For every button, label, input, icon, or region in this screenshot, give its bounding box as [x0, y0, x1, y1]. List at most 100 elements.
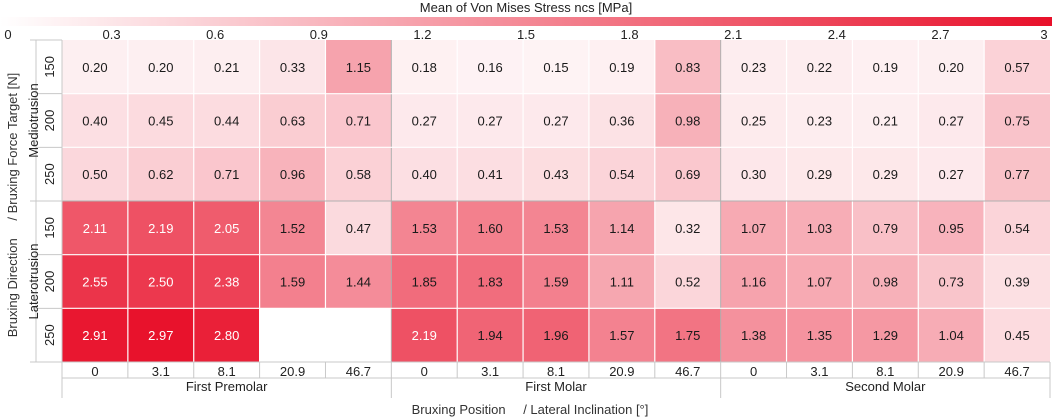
- colorbar-tick-label: 2.7: [931, 27, 949, 42]
- heatmap-cell: [523, 308, 589, 362]
- heatmap-cell: [654, 308, 721, 362]
- x-group-label: First Molar: [525, 379, 587, 394]
- heatmap-cell: [391, 254, 458, 309]
- cell-value-label: 0.29: [873, 167, 898, 182]
- heatmap-cell: [259, 201, 326, 255]
- heatmap-cell: [391, 147, 458, 201]
- y-group-label: Laterotrusion: [26, 244, 41, 320]
- heatmap-cell: [918, 308, 985, 362]
- heatmap-cell-empty: [325, 308, 392, 362]
- heatmap-cell: [918, 40, 985, 94]
- y-axis-title-part1: Bruxing Direction: [5, 238, 20, 337]
- cell-value-label: 1.52: [280, 221, 305, 236]
- cell-value-label: 2.19: [148, 221, 173, 236]
- cell-value-label: 1.11: [610, 275, 634, 290]
- cell-value-label: 0.71: [346, 114, 371, 129]
- cell-value-label: 1.44: [346, 275, 371, 290]
- heatmap-cell: [654, 93, 721, 148]
- x-axis-title: Bruxing Position / Lateral Inclination […: [412, 402, 649, 417]
- heatmap-cell: [852, 93, 919, 148]
- heatmap-cell: [193, 93, 260, 148]
- y-tick-label: 250: [42, 324, 57, 346]
- cell-value-label: 2.50: [148, 275, 173, 290]
- heatmap-cells: 0.20 0.20 0.21 0.33 1.15 0.18 0.16 0.15 0.19 0.83…: [62, 40, 1050, 362]
- cell-value-label: 1.16: [741, 275, 766, 290]
- heatmap-cell: [391, 93, 458, 148]
- heatmap-cell: [193, 201, 260, 255]
- cell-value-label: 0.27: [543, 114, 568, 129]
- heatmap-cell: [62, 40, 128, 94]
- cell-value-label: 0.21: [214, 60, 239, 75]
- y-axis-title: Bruxing Direction / Bruxing Force Target…: [5, 73, 20, 338]
- heatmap-cell: [984, 93, 1050, 148]
- cell-value-label: 1.03: [807, 221, 832, 236]
- cell-value-label: 0.36: [609, 114, 634, 129]
- cell-value-label: 0.54: [609, 167, 634, 182]
- heatmap-cell: [588, 40, 655, 94]
- heatmap-cell: [62, 93, 128, 148]
- colorbar-tick-label: 2.4: [828, 27, 846, 42]
- colorbar-tick-label: 0: [4, 27, 11, 42]
- heatmap-cell: [588, 93, 655, 148]
- heatmap-cell: [918, 93, 985, 148]
- chart-title: Mean of Von Mises Stress ncs [MPa]: [420, 0, 632, 15]
- heatmap-cell: [457, 40, 524, 94]
- heatmap-cell: [259, 93, 326, 148]
- heatmap-cell: [588, 308, 655, 362]
- cell-value-label: 2.38: [214, 275, 239, 290]
- cell-value-label: 0.75: [1004, 114, 1029, 129]
- heatmap-cell: [786, 147, 853, 201]
- x-tick-label: 46.7: [675, 364, 700, 379]
- heatmap-cell: [852, 308, 919, 362]
- cell-value-label: 0.25: [741, 114, 766, 129]
- cell-value-label: 0.47: [346, 221, 371, 236]
- heatmap-cell: [391, 308, 458, 362]
- heatmap-cell: [918, 254, 985, 309]
- cell-value-label: 1.15: [346, 60, 371, 75]
- cell-value-label: 0.54: [1004, 221, 1029, 236]
- cell-value-label: 0.77: [1004, 167, 1029, 182]
- cell-value-label: 0.40: [82, 114, 107, 129]
- cell-value-label: 0.27: [939, 167, 964, 182]
- heatmap-cell: [654, 40, 721, 94]
- cell-value-label: 0.29: [807, 167, 832, 182]
- cell-value-label: 0.52: [675, 275, 700, 290]
- heatmap-cell: [325, 254, 392, 309]
- x-tick-label: 8.1: [218, 364, 236, 379]
- cell-value-label: 1.85: [412, 275, 437, 290]
- cell-value-label: 1.94: [477, 328, 502, 343]
- colorbar-tick-label: 1.2: [413, 27, 431, 42]
- cell-value-label: 2.55: [82, 275, 107, 290]
- x-tick-label: 3.1: [481, 364, 499, 379]
- heatmap-cell: [523, 147, 589, 201]
- cell-value-label: 0.30: [741, 167, 766, 182]
- cell-value-label: 0.32: [675, 221, 700, 236]
- cell-value-label: 1.75: [675, 328, 700, 343]
- heatmap-cell: [457, 147, 524, 201]
- heatmap-cell: [720, 308, 787, 362]
- cell-value-label: 0.71: [214, 167, 239, 182]
- colorbar-tick-label: 3: [1040, 27, 1047, 42]
- cell-value-label: 1.53: [412, 221, 437, 236]
- cell-value-label: 0.57: [1004, 60, 1029, 75]
- cell-value-label: 0.19: [609, 60, 634, 75]
- cell-value-label: 0.16: [477, 60, 502, 75]
- cell-value-label: 2.80: [214, 328, 239, 343]
- colorbar-tick-label: 2.1: [724, 27, 742, 42]
- heatmap-cell: [127, 147, 194, 201]
- heatmap-cell: [457, 93, 524, 148]
- cell-value-label: 0.27: [412, 114, 437, 129]
- heatmap-cell: [62, 201, 128, 255]
- cell-value-label: 2.97: [148, 328, 173, 343]
- x-tick-label: 8.1: [876, 364, 894, 379]
- heatmap-cell: [325, 93, 392, 148]
- cell-value-label: 1.53: [543, 221, 568, 236]
- cell-value-label: 0.50: [82, 167, 107, 182]
- heatmap-cell: [588, 201, 655, 255]
- cell-value-label: 1.07: [807, 275, 832, 290]
- heatmap-cell: [786, 254, 853, 309]
- cell-value-label: 1.35: [807, 328, 832, 343]
- cell-value-label: 0.44: [214, 114, 239, 129]
- heatmap-cell: [852, 254, 919, 309]
